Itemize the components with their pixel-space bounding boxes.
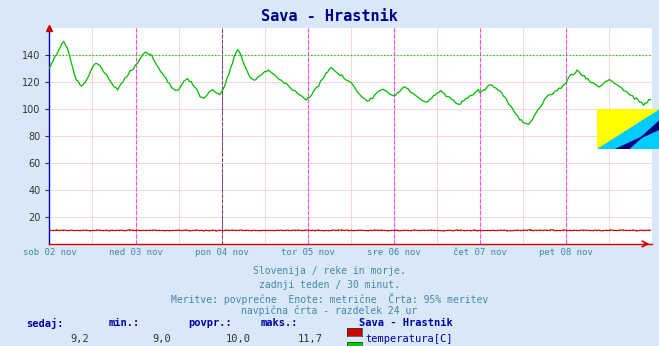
Polygon shape	[597, 109, 659, 149]
Text: ned 03 nov: ned 03 nov	[109, 248, 162, 257]
Text: Sava - Hrastnik: Sava - Hrastnik	[261, 9, 398, 24]
Text: temperatura[C]: temperatura[C]	[366, 334, 453, 344]
Text: Sava - Hrastnik: Sava - Hrastnik	[359, 318, 453, 328]
Text: zadnji teden / 30 minut.: zadnji teden / 30 minut.	[259, 280, 400, 290]
Text: 10,0: 10,0	[225, 334, 250, 344]
Text: pon 04 nov: pon 04 nov	[195, 248, 248, 257]
Text: maks.:: maks.:	[260, 318, 298, 328]
Text: 11,7: 11,7	[298, 334, 323, 344]
Text: min.:: min.:	[109, 318, 140, 328]
Text: 9,0: 9,0	[153, 334, 171, 344]
Text: povpr.:: povpr.:	[188, 318, 231, 328]
Text: tor 05 nov: tor 05 nov	[281, 248, 335, 257]
Text: sedaj:: sedaj:	[26, 318, 64, 329]
Polygon shape	[616, 121, 659, 149]
Text: pet 08 nov: pet 08 nov	[540, 248, 593, 257]
Text: čet 07 nov: čet 07 nov	[453, 248, 507, 257]
Text: Slovenija / reke in morje.: Slovenija / reke in morje.	[253, 266, 406, 276]
Polygon shape	[597, 109, 659, 149]
Text: navpična črta - razdelek 24 ur: navpična črta - razdelek 24 ur	[241, 306, 418, 316]
Text: sre 06 nov: sre 06 nov	[367, 248, 421, 257]
Text: 9,2: 9,2	[71, 334, 89, 344]
Text: sob 02 nov: sob 02 nov	[22, 248, 76, 257]
Text: Meritve: povprečne  Enote: metrične  Črta: 95% meritev: Meritve: povprečne Enote: metrične Črta:…	[171, 293, 488, 305]
